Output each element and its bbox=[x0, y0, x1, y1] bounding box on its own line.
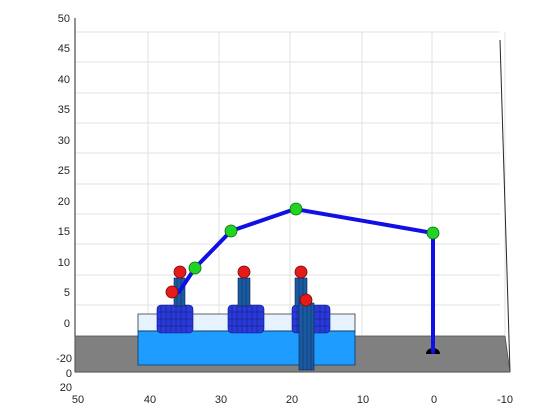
joint-sphere-icon bbox=[188, 261, 202, 275]
x-tick: 10 bbox=[357, 394, 369, 406]
z-tick: 50 bbox=[58, 13, 70, 25]
z-tick: 10 bbox=[58, 257, 70, 269]
joint-sphere-icon bbox=[173, 265, 187, 279]
joint-sphere-icon bbox=[224, 224, 238, 238]
z-tick: 25 bbox=[58, 165, 70, 177]
x-tick: 30 bbox=[215, 394, 227, 406]
z-tick: 5 bbox=[64, 287, 70, 299]
platform-front bbox=[137, 330, 356, 366]
x-tick: -10 bbox=[497, 394, 513, 406]
object-stack-1 bbox=[156, 277, 194, 334]
z-tick: 45 bbox=[58, 43, 70, 55]
joint-sphere-icon bbox=[426, 226, 440, 240]
x-tick: 40 bbox=[144, 394, 156, 406]
x-tick: 0 bbox=[431, 394, 437, 406]
y-tick: 0 bbox=[66, 368, 72, 380]
joint-sphere-icon bbox=[237, 265, 251, 279]
z-tick: 35 bbox=[58, 104, 70, 116]
object-stack-2 bbox=[227, 265, 265, 334]
joint-sphere-icon bbox=[294, 265, 308, 279]
joint-sphere-icon bbox=[165, 285, 179, 299]
robot-joints bbox=[165, 202, 440, 299]
joint-sphere-icon bbox=[299, 293, 313, 307]
x-tick: 50 bbox=[72, 394, 84, 406]
z-tick: 30 bbox=[58, 135, 70, 147]
x-tick: 20 bbox=[286, 394, 298, 406]
y-axis-ticks: -20 0 20 bbox=[56, 353, 72, 394]
y-tick: -20 bbox=[56, 353, 72, 365]
z-tick: 40 bbox=[58, 74, 70, 86]
back-grid bbox=[75, 31, 506, 335]
z-tick: 15 bbox=[58, 226, 70, 238]
z-tick: 0 bbox=[64, 318, 70, 330]
z-tick: 20 bbox=[58, 196, 70, 208]
x-axis-ticks: 50 40 30 20 10 0 -10 bbox=[72, 394, 513, 406]
y-tick: 20 bbox=[60, 382, 72, 394]
held-cylinder bbox=[298, 293, 315, 371]
joint-sphere-icon bbox=[289, 202, 303, 216]
z-axis-ticks: 50 45 40 35 30 25 20 15 10 5 0 bbox=[58, 13, 70, 330]
